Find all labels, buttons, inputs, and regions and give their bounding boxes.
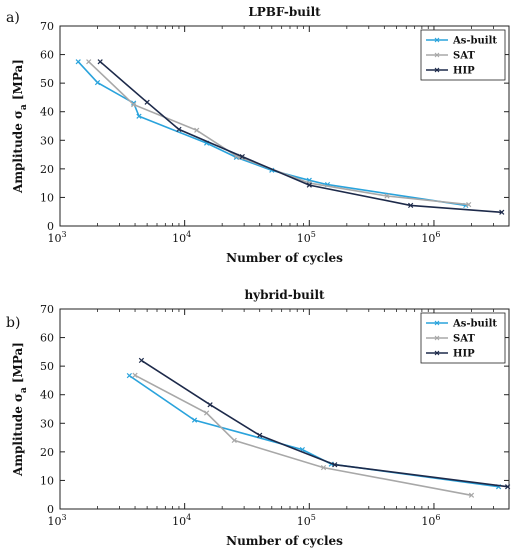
- data-point-sat: [468, 492, 475, 498]
- data-point-hip: [207, 402, 213, 408]
- data-point-hip: [144, 99, 150, 105]
- y-axis-label: Amplitude σa [MPa]: [11, 342, 29, 477]
- series-line-as-built: [128, 374, 499, 488]
- data-point-hip: [138, 357, 145, 364]
- legend-marker-hip: [434, 67, 440, 73]
- data-point-hip: [408, 202, 414, 209]
- x-tick-label: 105: [297, 513, 316, 528]
- y-tick-label: 20: [40, 446, 54, 459]
- y-tick-label: 70: [40, 20, 54, 33]
- y-tick-label: 30: [40, 134, 54, 147]
- data-point-sat: [231, 437, 237, 444]
- y-tick-label: 40: [40, 389, 54, 402]
- legend-label-as-built: As-built: [452, 36, 497, 47]
- legend-marker-sat: [434, 52, 440, 58]
- x-axis-label: Number of cycles: [226, 534, 343, 548]
- y-tick-label: 60: [40, 332, 54, 345]
- data-point-as-built: [75, 59, 81, 65]
- x-tick-label: 106: [421, 513, 440, 528]
- data-point-sat: [86, 59, 92, 65]
- x-tick-label: 103: [47, 230, 66, 245]
- data-point-sat: [131, 101, 137, 108]
- axes-frame: [59, 25, 510, 227]
- legend-label-hip: HIP: [453, 66, 475, 77]
- y-tick-label: 50: [40, 360, 54, 373]
- data-point-hip: [332, 462, 338, 468]
- data-point-as-built: [126, 372, 132, 379]
- data-point-hip: [239, 153, 245, 160]
- chart-title: LPBF-built: [248, 5, 321, 19]
- y-tick-label: 30: [40, 417, 54, 430]
- x-tick-label: 106: [421, 230, 440, 245]
- legend-label-sat: SAT: [453, 334, 475, 345]
- panel-label: b): [6, 315, 20, 331]
- legend: As-built SAT HIP: [420, 29, 506, 81]
- y-tick-label: 10: [40, 474, 54, 487]
- y-tick-label: 40: [40, 106, 54, 119]
- legend-marker-sat: [434, 335, 440, 341]
- legend-marker-hip: [434, 350, 440, 356]
- data-point-sat: [384, 193, 390, 199]
- data-point-sat: [132, 372, 138, 378]
- x-tick-label: 104: [172, 230, 191, 245]
- chart-panel-2: b) hybrid-built 0 10 20 30 40 50 60 70 103 104 105 10…: [6, 288, 511, 548]
- x-axis-label: Number of cycles: [226, 251, 343, 265]
- y-tick-label: 20: [40, 163, 54, 176]
- y-tick-label: 70: [40, 303, 54, 316]
- data-point-as-built: [136, 113, 142, 119]
- series-line-hip: [99, 61, 502, 214]
- data-point-sat: [203, 410, 210, 416]
- chart-panel-1: a) LPBF-built 0 10 20 30 40 50 60 70 103 104 105 106 N…: [6, 5, 510, 265]
- legend: As-built SAT HIP: [420, 312, 506, 364]
- data-point-sat: [320, 464, 327, 471]
- legend-label-as-built: As-built: [452, 319, 497, 330]
- series-line-sat: [88, 61, 469, 206]
- y-tick-label: 0: [47, 503, 54, 516]
- y-tick-label: 10: [40, 191, 54, 204]
- axes-frame: [59, 308, 510, 510]
- chart-title: hybrid-built: [244, 288, 325, 302]
- x-tick-label: 105: [297, 230, 316, 245]
- y-tick-label: 50: [40, 77, 54, 90]
- data-point-hip: [306, 182, 312, 188]
- data-point-hip: [97, 59, 103, 65]
- data-point-sat: [194, 127, 200, 133]
- x-tick-label: 104: [172, 513, 191, 528]
- data-point-hip: [176, 126, 182, 133]
- x-tick-label: 103: [47, 513, 66, 528]
- y-tick-label: 60: [40, 49, 54, 62]
- y-axis-label: Amplitude σa [MPa]: [11, 59, 29, 194]
- panel-label: a): [6, 10, 20, 26]
- data-point-as-built: [191, 417, 198, 423]
- y-tick-label: 0: [47, 220, 54, 233]
- legend-label-hip: HIP: [453, 349, 475, 360]
- series-line-as-built: [77, 61, 466, 207]
- legend-marker-as-built: [434, 320, 440, 326]
- series-line-sat: [134, 374, 472, 497]
- legend-label-sat: SAT: [453, 51, 475, 62]
- legend-marker-as-built: [434, 37, 440, 43]
- data-point-hip: [499, 209, 505, 215]
- data-point-hip: [257, 432, 263, 438]
- data-point-sat: [466, 201, 472, 208]
- data-point-as-built: [94, 79, 101, 86]
- data-point-hip: [505, 484, 511, 490]
